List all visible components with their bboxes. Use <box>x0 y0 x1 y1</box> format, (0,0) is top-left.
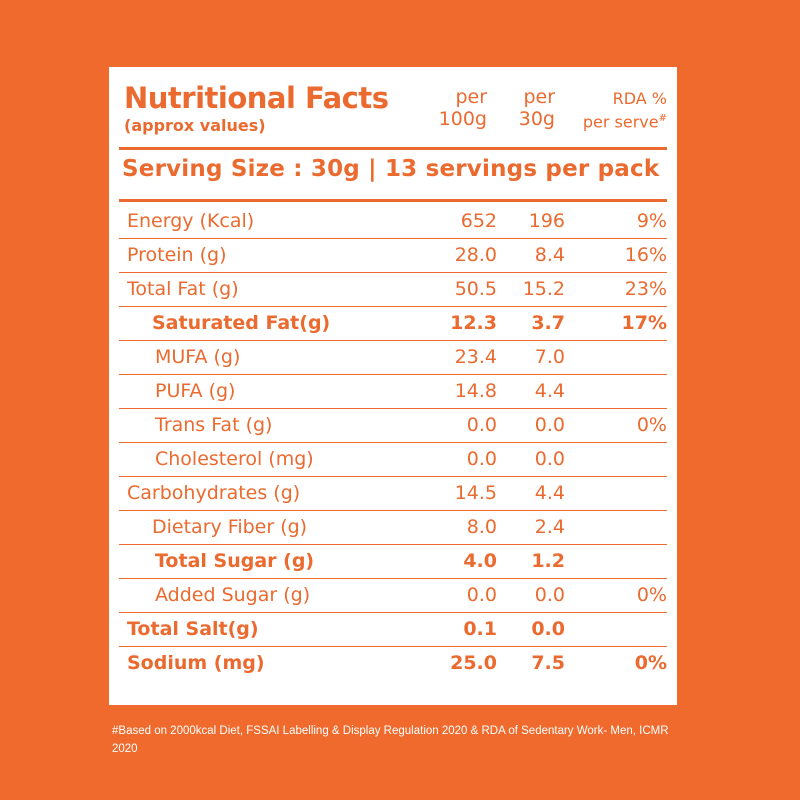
nutrition-title: Nutritional Facts <box>124 81 389 115</box>
nutrient-label: PUFA (g) <box>155 380 236 402</box>
table-row: Carbohydrates (g) 14.5 4.4 <box>119 477 667 511</box>
column-header-per-30g: per 30g <box>519 86 555 130</box>
value-per-30g: 15.2 <box>522 278 565 300</box>
column-header-per-100g-line1: per <box>455 86 487 108</box>
value-per-100g: 14.8 <box>454 380 497 402</box>
table-row: MUFA (g) 23.4 7.0 <box>119 341 667 375</box>
column-header-per-30g-line1: per <box>523 86 555 108</box>
value-per-100g: 0.0 <box>466 584 497 606</box>
value-per-30g: 0.0 <box>534 584 565 606</box>
nutrient-table: Energy (Kcal) 652 196 9% Protein (g) 28.… <box>119 205 667 680</box>
value-per-100g: 0.0 <box>466 448 497 470</box>
value-per-100g: 4.0 <box>463 550 497 572</box>
table-row: Total Sugar (g) 4.0 1.2 <box>119 545 667 579</box>
nutrient-label: Total Salt(g) <box>127 618 259 640</box>
value-per-100g: 50.5 <box>454 278 497 300</box>
value-per-30g: 2.4 <box>534 516 565 538</box>
nutrient-label: Total Fat (g) <box>127 278 239 300</box>
value-per-100g: 12.3 <box>450 312 497 334</box>
value-per-30g: 1.2 <box>531 550 565 572</box>
value-rda: 9% <box>636 210 667 232</box>
table-row: Saturated Fat(g) 12.3 3.7 17% <box>119 307 667 341</box>
table-row: Protein (g) 28.0 8.4 16% <box>119 239 667 273</box>
value-per-100g: 14.5 <box>454 482 497 504</box>
nutrient-label: Added Sugar (g) <box>155 584 311 606</box>
table-row: Energy (Kcal) 652 196 9% <box>119 205 667 239</box>
value-per-30g: 7.0 <box>534 346 565 368</box>
table-row: Sodium (mg) 25.0 7.5 0% <box>119 647 667 680</box>
value-per-30g: 4.4 <box>534 482 565 504</box>
value-per-100g: 0.1 <box>463 618 497 640</box>
value-per-30g: 3.7 <box>531 312 565 334</box>
table-row: Total Fat (g) 50.5 15.2 23% <box>119 273 667 307</box>
nutrition-panel: Nutritional Facts (approx values) per 10… <box>109 67 677 705</box>
value-rda: 0% <box>634 652 667 674</box>
serving-divider <box>119 199 667 202</box>
value-per-100g: 28.0 <box>454 244 497 266</box>
value-rda: 16% <box>624 244 667 266</box>
value-per-30g: 0.0 <box>534 414 565 436</box>
nutrient-label: Energy (Kcal) <box>127 210 255 232</box>
table-row: Trans Fat (g) 0.0 0.0 0% <box>119 409 667 443</box>
footnote-mark: # <box>658 113 667 124</box>
table-row: Added Sugar (g) 0.0 0.0 0% <box>119 579 667 613</box>
value-rda: 23% <box>624 278 667 300</box>
value-rda: 0% <box>636 584 667 606</box>
column-header-per-30g-line2: 30g <box>518 108 555 130</box>
column-header-per-100g: per 100g <box>439 86 487 130</box>
column-header-rda-line2-text: per serve <box>582 112 659 132</box>
nutrient-label: Protein (g) <box>127 244 227 266</box>
nutrient-label: MUFA (g) <box>155 346 241 368</box>
column-header-rda-line1: RDA % <box>612 89 667 108</box>
column-header-rda: RDA % per serve# <box>583 89 667 132</box>
value-per-100g: 652 <box>460 210 497 232</box>
table-row: Cholesterol (mg) 0.0 0.0 <box>119 443 667 477</box>
value-per-100g: 23.4 <box>454 346 497 368</box>
value-per-30g: 0.0 <box>534 448 565 470</box>
table-row: PUFA (g) 14.8 4.4 <box>119 375 667 409</box>
value-per-30g: 0.0 <box>531 618 565 640</box>
value-per-30g: 4.4 <box>534 380 565 402</box>
nutrient-label: Sodium (mg) <box>127 652 265 674</box>
serving-size: Serving Size : 30g | 13 servings per pac… <box>122 156 660 182</box>
nutrient-label: Dietary Fiber (g) <box>152 516 308 538</box>
nutrient-label: Trans Fat (g) <box>155 414 273 436</box>
nutrient-label: Saturated Fat(g) <box>152 312 331 334</box>
value-per-30g: 8.4 <box>534 244 565 266</box>
value-per-30g: 7.5 <box>531 652 565 674</box>
value-per-100g: 25.0 <box>450 652 497 674</box>
footnote: #Based on 2000kcal Diet, FSSAI Labelling… <box>112 725 669 755</box>
value-rda: 17% <box>621 312 667 334</box>
nutrient-label: Carbohydrates (g) <box>127 482 301 504</box>
value-per-30g: 196 <box>528 210 565 232</box>
value-rda: 0% <box>636 414 667 436</box>
value-per-100g: 0.0 <box>466 414 497 436</box>
table-row: Dietary Fiber (g) 8.0 2.4 <box>119 511 667 545</box>
header-divider <box>119 147 667 150</box>
nutrient-label: Total Sugar (g) <box>155 550 315 572</box>
column-header-rda-line2: per serve# <box>583 109 667 132</box>
nutrition-header: Nutritional Facts (approx values) per 10… <box>109 67 677 149</box>
nutrient-label: Cholesterol (mg) <box>155 448 314 470</box>
table-row: Total Salt(g) 0.1 0.0 <box>119 613 667 647</box>
column-header-per-100g-line2: 100g <box>438 108 487 130</box>
value-per-100g: 8.0 <box>466 516 497 538</box>
nutrition-subtitle: (approx values) <box>124 116 266 135</box>
